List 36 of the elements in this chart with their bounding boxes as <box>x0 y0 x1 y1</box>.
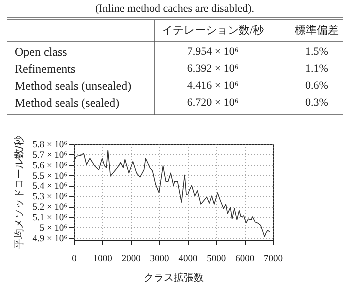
y-tick-label: 5.4 × 10⁶ <box>32 182 68 192</box>
y-tick-label: 5.1 × 10⁶ <box>32 214 68 224</box>
y-tick-label: 5.2 × 10⁶ <box>32 203 68 214</box>
category-label: Refinements <box>15 62 76 76</box>
x-tick-label: 6000 <box>236 254 255 264</box>
x-tick-label: 0 <box>72 254 78 264</box>
x-tick-label: 5000 <box>207 254 226 264</box>
category-label: Method seals (unsealed) <box>15 79 132 93</box>
series-label: イテレーション数/秒 <box>162 25 264 37</box>
x-tick-label: 1000 <box>93 254 113 264</box>
y-tick-label: 4.9 × 10⁶ <box>32 234 68 244</box>
category-label: Method seals (sealed) <box>15 96 120 110</box>
data-label: 6.720 × 10⁶ <box>187 97 239 109</box>
x-tick-label: 2000 <box>122 254 142 264</box>
x-tick-label: 3000 <box>150 254 170 264</box>
data-label: 1.5% <box>306 46 328 58</box>
data-label: 7.954 × 10⁶ <box>187 46 239 58</box>
y-tick-label: 5.5 × 10⁶ <box>32 172 68 182</box>
data-label: 1.1% <box>306 63 328 75</box>
category-label: Open class <box>15 45 68 59</box>
data-label: 4.416 × 10⁶ <box>187 80 239 92</box>
x-axis-title: クラス拡張数 <box>144 272 204 284</box>
line-series <box>74 150 270 238</box>
y-tick-label: 5.7 × 10⁶ <box>32 150 68 161</box>
text: 標準偏差 <box>295 25 339 37</box>
y-tick-label: 5.6 × 10⁶ <box>32 161 68 172</box>
data-label: 6.392 × 10⁶ <box>187 63 239 75</box>
y-tick-label: 5.8 × 10⁶ <box>32 140 68 150</box>
y-axis-title: 平均メソッドコール数/秒 <box>14 136 26 250</box>
data-label: 0.3% <box>306 97 328 109</box>
text: (Inline method caches are disabled). <box>95 3 255 15</box>
y-tick-label: 5 × 10⁶ <box>40 224 68 234</box>
y-tick-label: 5.3 × 10⁶ <box>32 192 68 203</box>
data-label: 0.6% <box>306 80 328 92</box>
x-tick-label: 4000 <box>178 254 198 264</box>
x-tick-label: 7000 <box>264 254 284 264</box>
